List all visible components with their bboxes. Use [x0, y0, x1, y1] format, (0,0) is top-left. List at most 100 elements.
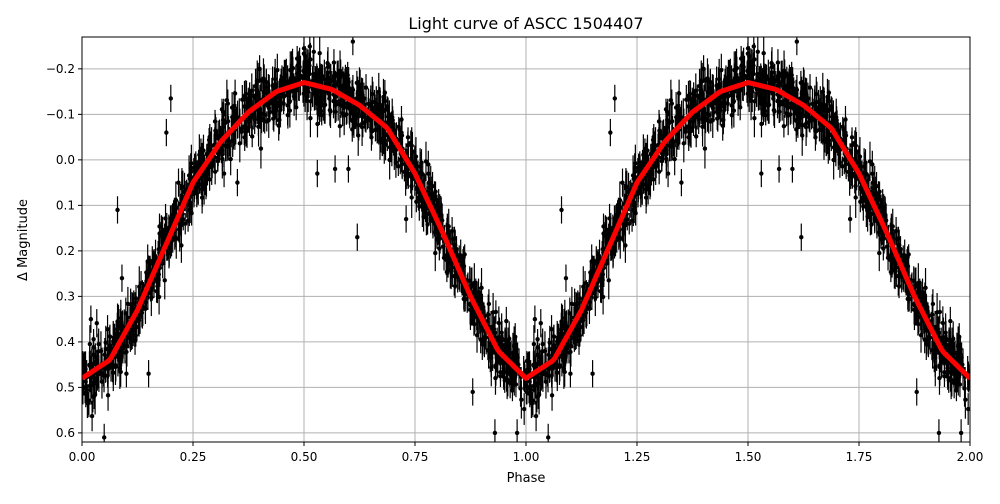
- data-point: [91, 337, 95, 341]
- data-point: [417, 204, 421, 208]
- data-point: [674, 138, 678, 142]
- data-point: [197, 161, 201, 165]
- data-point: [684, 97, 688, 101]
- data-point: [134, 333, 138, 337]
- data-point: [827, 90, 831, 94]
- data-point: [105, 366, 109, 370]
- data-point: [703, 146, 707, 150]
- data-point: [504, 319, 508, 323]
- data-point: [782, 124, 786, 128]
- data-point: [344, 112, 348, 116]
- data-point: [264, 86, 268, 90]
- data-point: [761, 51, 765, 55]
- data-point: [437, 246, 441, 250]
- data-point: [145, 259, 149, 263]
- data-point: [648, 178, 652, 182]
- data-point: [948, 319, 952, 323]
- data-point: [489, 365, 493, 369]
- data-point: [947, 378, 951, 382]
- data-point: [641, 161, 645, 165]
- data-point: [818, 110, 822, 114]
- data-point: [497, 335, 501, 339]
- data-point: [699, 78, 703, 82]
- data-point: [119, 326, 123, 330]
- data-point: [552, 334, 556, 338]
- data-point: [924, 339, 928, 343]
- data-point: [627, 221, 631, 225]
- data-point: [369, 135, 373, 139]
- data-point: [113, 365, 117, 369]
- data-point: [883, 215, 887, 219]
- data-point: [322, 77, 326, 81]
- data-point: [782, 75, 786, 79]
- data-point: [891, 224, 895, 228]
- data-point: [775, 99, 779, 103]
- data-point: [625, 185, 629, 189]
- data-point: [439, 215, 443, 219]
- data-point: [524, 384, 528, 388]
- data-point: [83, 367, 87, 371]
- data-point: [962, 386, 966, 390]
- data-point: [572, 302, 576, 306]
- data-point: [326, 65, 330, 69]
- data-point: [691, 91, 695, 95]
- data-point: [308, 116, 312, 120]
- data-point: [315, 122, 319, 126]
- data-point: [555, 370, 559, 374]
- data-point: [321, 103, 325, 107]
- data-point: [549, 366, 553, 370]
- data-point: [262, 112, 266, 116]
- data-point: [877, 251, 881, 255]
- data-point: [475, 333, 479, 337]
- data-point: [240, 97, 244, 101]
- data-point: [452, 236, 456, 240]
- data-point: [535, 337, 539, 341]
- data-point: [886, 256, 890, 260]
- data-point: [351, 117, 355, 121]
- data-point: [168, 216, 172, 220]
- data-point: [361, 121, 365, 125]
- data-point: [706, 112, 710, 116]
- data-point: [527, 367, 531, 371]
- data-point: [686, 94, 690, 98]
- data-point: [447, 224, 451, 228]
- data-point: [803, 96, 807, 100]
- chart-title: Light curve of ASCC 1504407: [408, 14, 643, 33]
- data-point: [788, 112, 792, 116]
- data-point: [578, 333, 582, 337]
- data-point: [770, 65, 774, 69]
- data-point: [106, 393, 110, 397]
- data-point: [881, 246, 885, 250]
- data-point: [374, 110, 378, 114]
- data-point: [522, 407, 526, 411]
- data-point: [383, 90, 387, 94]
- data-point: [534, 414, 538, 418]
- data-point: [930, 313, 934, 317]
- data-point: [128, 302, 132, 306]
- data-point: [863, 170, 867, 174]
- data-point: [578, 296, 582, 300]
- data-point: [741, 65, 745, 69]
- data-point: [664, 107, 668, 111]
- data-point: [694, 134, 698, 138]
- data-point: [378, 103, 382, 107]
- data-point: [557, 365, 561, 369]
- data-point: [765, 103, 769, 107]
- data-point: [813, 135, 817, 139]
- data-point: [931, 302, 935, 306]
- data-point: [453, 243, 457, 247]
- data-point: [752, 44, 756, 48]
- data-point: [717, 77, 721, 81]
- data-point: [238, 141, 242, 145]
- data-point: [734, 66, 738, 70]
- data-point: [106, 347, 110, 351]
- data-point: [204, 178, 208, 182]
- data-point: [550, 393, 554, 397]
- data-point: [228, 157, 232, 161]
- data-point: [633, 211, 637, 215]
- data-point: [433, 251, 437, 255]
- data-point: [103, 353, 107, 357]
- data-point: [297, 65, 301, 69]
- data-point: [178, 231, 182, 235]
